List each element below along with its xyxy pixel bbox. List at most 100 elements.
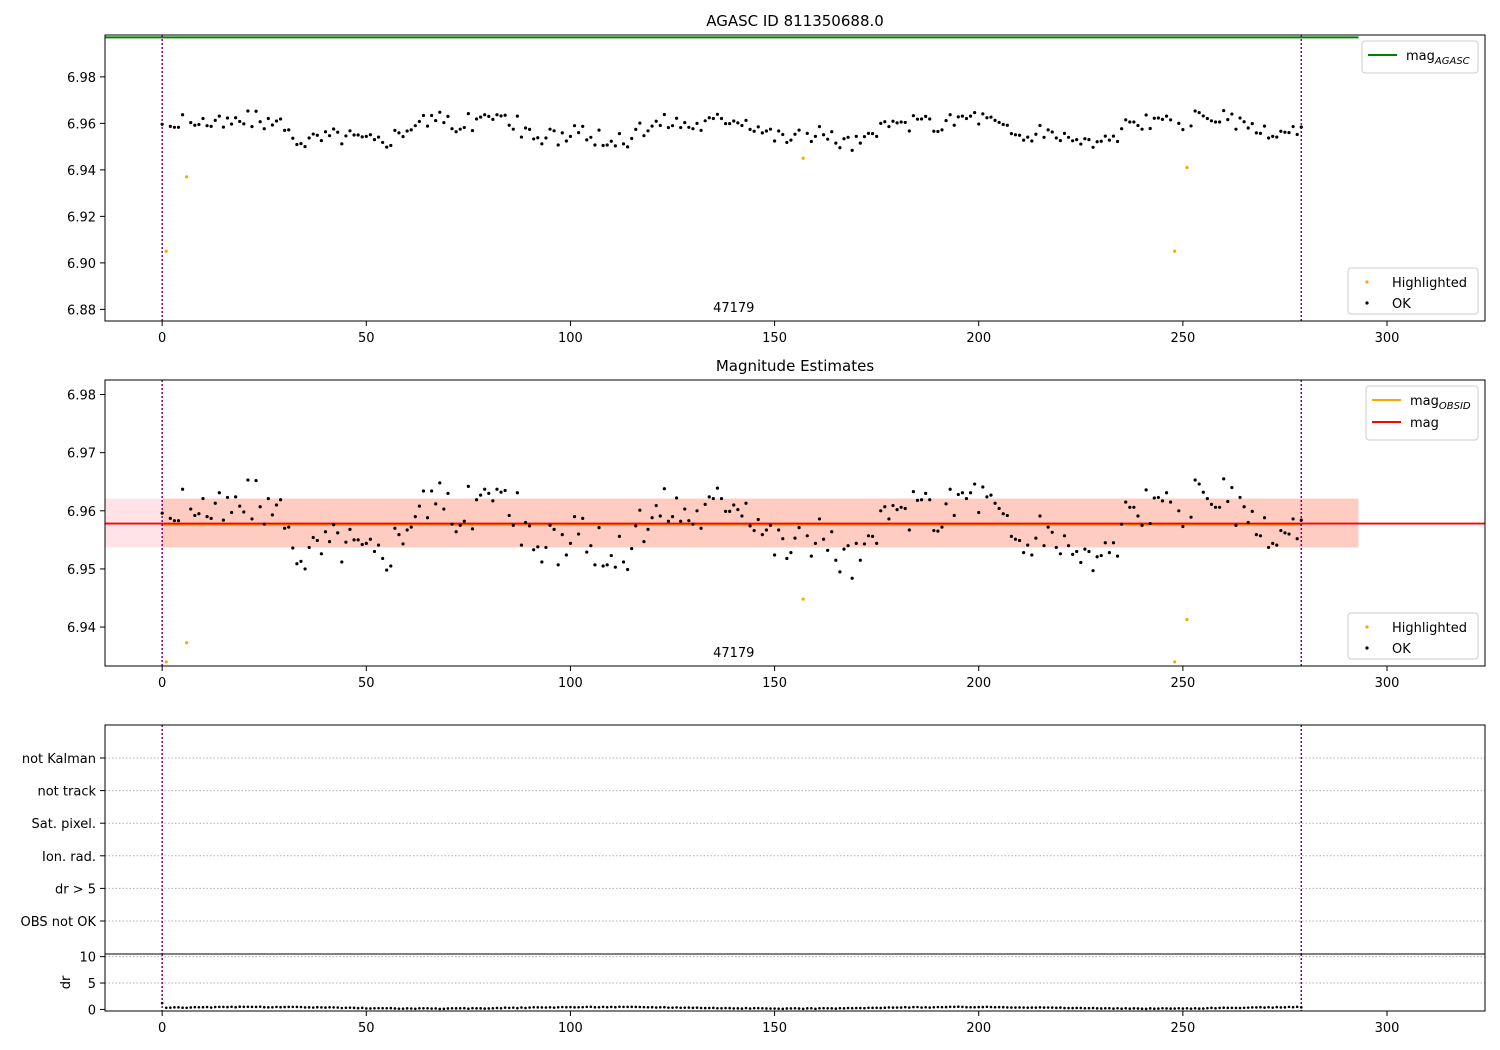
ok-point [691, 127, 695, 131]
ok-point [654, 119, 658, 123]
ok-point [556, 563, 560, 567]
ok-point [572, 515, 577, 519]
y-tick-label: 6.94 [67, 621, 96, 636]
ok-point [1234, 127, 1238, 131]
dr-point [540, 1006, 544, 1009]
axes-frame-2 [104, 379, 1486, 667]
ok-point [209, 124, 213, 128]
dr-point [185, 1006, 188, 1010]
flag-label: Ion. rad. [42, 850, 96, 865]
ok-point [1275, 135, 1279, 139]
ok-point [842, 547, 846, 551]
dr-point [1083, 1006, 1087, 1010]
dr-point [854, 1006, 858, 1010]
ok-point [474, 498, 479, 502]
dr-point [769, 1007, 772, 1010]
ok-point [274, 503, 279, 507]
dr-point [377, 1006, 380, 1010]
dr-point [483, 1007, 487, 1010]
ok-point [434, 502, 438, 506]
ok-point [1262, 124, 1267, 128]
ok-point [176, 125, 181, 129]
dr-point [601, 1005, 605, 1009]
ok-point [495, 113, 499, 117]
dr-point [160, 1001, 164, 1005]
ok-point [1066, 544, 1071, 548]
ok-point [442, 507, 446, 511]
dr-point [846, 1006, 850, 1010]
ok-point [466, 484, 470, 488]
dr-point [597, 1005, 601, 1009]
ok-point [760, 131, 764, 135]
highlighted-point [1173, 249, 1177, 253]
dr-point [667, 1006, 670, 1009]
ok-point [1267, 136, 1271, 140]
dr-point [605, 1005, 609, 1009]
dr-point [997, 1005, 1001, 1009]
ok-point [311, 132, 315, 136]
ok-point [442, 121, 446, 125]
ok-point [756, 517, 760, 522]
ok-point [523, 126, 528, 130]
dr-point [793, 1006, 797, 1010]
dr-point [993, 1005, 997, 1009]
ok-point [536, 136, 540, 140]
ok-point [1111, 541, 1116, 545]
ok-point [1140, 523, 1144, 527]
dr-point [544, 1006, 548, 1009]
dr-point [863, 1006, 866, 1010]
ok-point [585, 550, 589, 554]
ok-point [932, 528, 936, 533]
dr-point [712, 1006, 715, 1010]
legend-label: magAGASC [1406, 49, 1470, 67]
ok-point [1062, 131, 1067, 135]
ok-point [1258, 131, 1263, 135]
legend-label-highlighted: Highlighted [1392, 621, 1467, 636]
ok-point [372, 138, 377, 142]
ok-point [1083, 137, 1087, 141]
ok-point [634, 524, 638, 528]
dr-point [499, 1007, 503, 1010]
ok-point [438, 110, 442, 114]
ok-point [242, 122, 246, 126]
ok-point [1091, 569, 1095, 573]
legend-box [1361, 40, 1479, 74]
dr-point [1050, 1006, 1054, 1009]
dr-point [593, 1006, 597, 1009]
ok-point [911, 490, 916, 494]
ok-point [303, 567, 307, 571]
ok-point [434, 118, 438, 123]
ok-point [834, 141, 838, 145]
ok-point [1238, 495, 1242, 500]
y-tick-label: 6.96 [67, 505, 96, 520]
dr-point [957, 1005, 960, 1009]
dr-point [1140, 1007, 1144, 1011]
ok-point [973, 111, 977, 115]
ok-point [487, 114, 491, 118]
dr-point [507, 1006, 511, 1010]
dr-point [1046, 1006, 1050, 1009]
panel-dr: 0 50 100 150 200 250 300 0 5 10 dr [59, 951, 1485, 1036]
ok-point [340, 560, 344, 564]
ok-point [180, 113, 185, 117]
dr-point [1079, 1006, 1083, 1010]
ok-point [899, 505, 903, 509]
ok-point [1030, 553, 1034, 557]
dr-point [258, 1005, 262, 1008]
ok-point [1120, 522, 1124, 526]
dr-point [430, 1007, 433, 1010]
dr-point [1112, 1007, 1115, 1010]
ok-point [344, 134, 348, 138]
y-tick-label: 10 [79, 951, 96, 966]
ok-point [242, 510, 246, 514]
ok-point [238, 504, 242, 508]
ok-point [862, 135, 867, 139]
dr-point [1006, 1006, 1009, 1009]
ok-point [1250, 509, 1254, 513]
ok-point [977, 510, 981, 515]
ok-point [336, 130, 340, 134]
ok-point [642, 540, 646, 544]
ok-point [1001, 122, 1005, 127]
dr-point [875, 1006, 878, 1010]
dr-point [283, 1005, 286, 1009]
